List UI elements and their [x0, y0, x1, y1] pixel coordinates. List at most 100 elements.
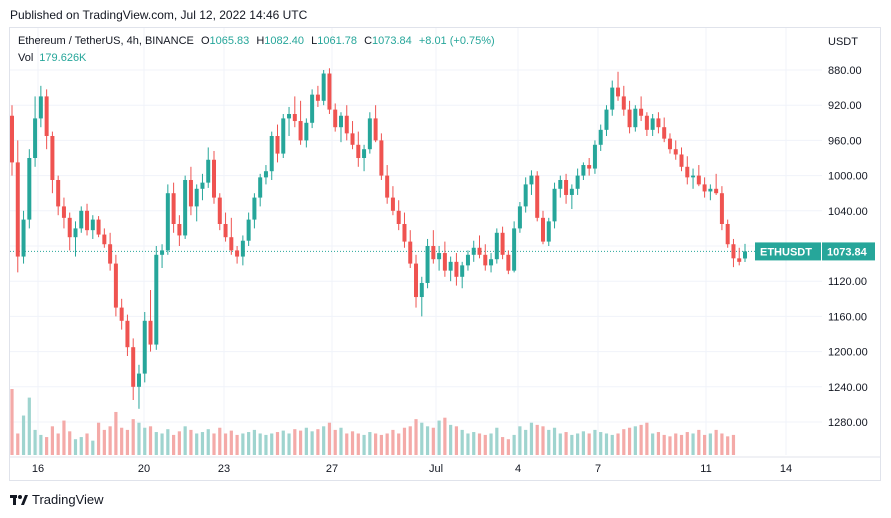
time-tick-label: 4 [515, 463, 521, 475]
candle-body [44, 96, 49, 136]
volume-bar [604, 433, 609, 455]
currency-label: USDT [828, 36, 858, 48]
price-tick-label: 1160.00 [828, 311, 867, 323]
candle-body [575, 175, 580, 189]
volume-bar [264, 434, 268, 455]
candle-body [61, 206, 66, 218]
candle-body [125, 320, 130, 348]
volume-bar [281, 430, 285, 455]
chart-frame [9, 27, 881, 481]
volume-bar [96, 422, 101, 455]
candle-body [327, 73, 332, 110]
candle-body [506, 254, 511, 271]
candle-body [552, 188, 557, 222]
volume-bar [368, 432, 372, 455]
volume-bar [327, 422, 332, 455]
candle-body [229, 237, 234, 251]
candle-body [650, 118, 655, 130]
candle-body [523, 184, 528, 207]
volume-bar [131, 419, 135, 455]
volume-bar [454, 426, 459, 455]
candle-body [662, 127, 667, 139]
volume-bar [218, 427, 222, 455]
candle-body [38, 96, 43, 119]
volume-bar [524, 429, 528, 455]
high-label: H [256, 35, 265, 47]
volume-bar [102, 429, 106, 455]
volume-bar [420, 422, 424, 455]
candle-body [154, 254, 159, 345]
volume-bar [472, 432, 476, 455]
time-tick-label: 27 [326, 463, 338, 475]
volume-bar [200, 432, 205, 455]
volume-bar [114, 411, 118, 455]
volume-bar [610, 434, 614, 455]
volume-bar [50, 426, 55, 455]
candle-body [10, 115, 14, 163]
volume-bar [39, 434, 43, 455]
candle-body [465, 254, 470, 266]
candle-body [102, 234, 107, 245]
candle-body [240, 240, 245, 257]
volume-bar [587, 433, 591, 455]
volume-bar [449, 424, 453, 455]
volume-bar [79, 437, 83, 455]
candle-body [656, 118, 661, 128]
volume-bar [287, 433, 291, 455]
candle-body [136, 373, 141, 387]
candle-body [673, 149, 678, 155]
candle-body [246, 219, 251, 241]
volume-bar [500, 437, 505, 455]
volume-bar [702, 434, 707, 455]
candle-body [131, 347, 136, 387]
time-tick-label: 14 [780, 463, 792, 475]
low-value: 1061.78 [317, 35, 357, 47]
volume-bar [385, 433, 389, 455]
volume-bar [345, 433, 349, 455]
candle-body [431, 246, 436, 260]
volume-bar [160, 433, 164, 455]
volume-bar [633, 426, 637, 455]
candle-body [344, 115, 349, 134]
price-tick-label: 1200.00 [828, 347, 868, 359]
candle-body [731, 244, 736, 259]
candle-body [367, 118, 372, 150]
candle-body [414, 263, 419, 298]
volume-bar [466, 433, 470, 455]
volume-bar [270, 433, 274, 455]
volume-bar [10, 389, 14, 455]
volume-bar [143, 427, 147, 455]
candle-body [719, 193, 724, 224]
volume-bar [316, 429, 320, 455]
tradingview-icon [10, 494, 28, 505]
candle-body [385, 175, 390, 198]
tradingview-logo[interactable]: TradingView [10, 492, 104, 507]
volume-bar [576, 433, 580, 455]
candle-body [587, 165, 592, 169]
volume-bar [229, 430, 233, 455]
volume-bar [414, 419, 418, 455]
candle-body [235, 250, 240, 257]
candle-body [379, 140, 384, 176]
volume-bar [56, 433, 60, 455]
price-tick-label: 1040.00 [828, 206, 868, 218]
volume-bar [108, 426, 112, 455]
price-tick-label: 1120.00 [828, 276, 867, 288]
candle-body [616, 87, 621, 97]
candle-body [489, 259, 494, 266]
candle-body [73, 228, 78, 238]
candle-body [592, 144, 597, 169]
candle-body [604, 109, 609, 130]
candle-body [529, 175, 534, 185]
volume-bar [685, 432, 689, 455]
volume-bar [477, 433, 482, 455]
candle-body [217, 197, 222, 224]
open-value: 1065.83 [209, 35, 250, 47]
candle-body [540, 217, 545, 242]
open-label: O [200, 35, 210, 47]
volume-bar [235, 434, 239, 455]
candle-body [743, 251, 747, 259]
candle-body [321, 73, 326, 101]
tradingview-wordmark: TradingView [32, 492, 104, 507]
